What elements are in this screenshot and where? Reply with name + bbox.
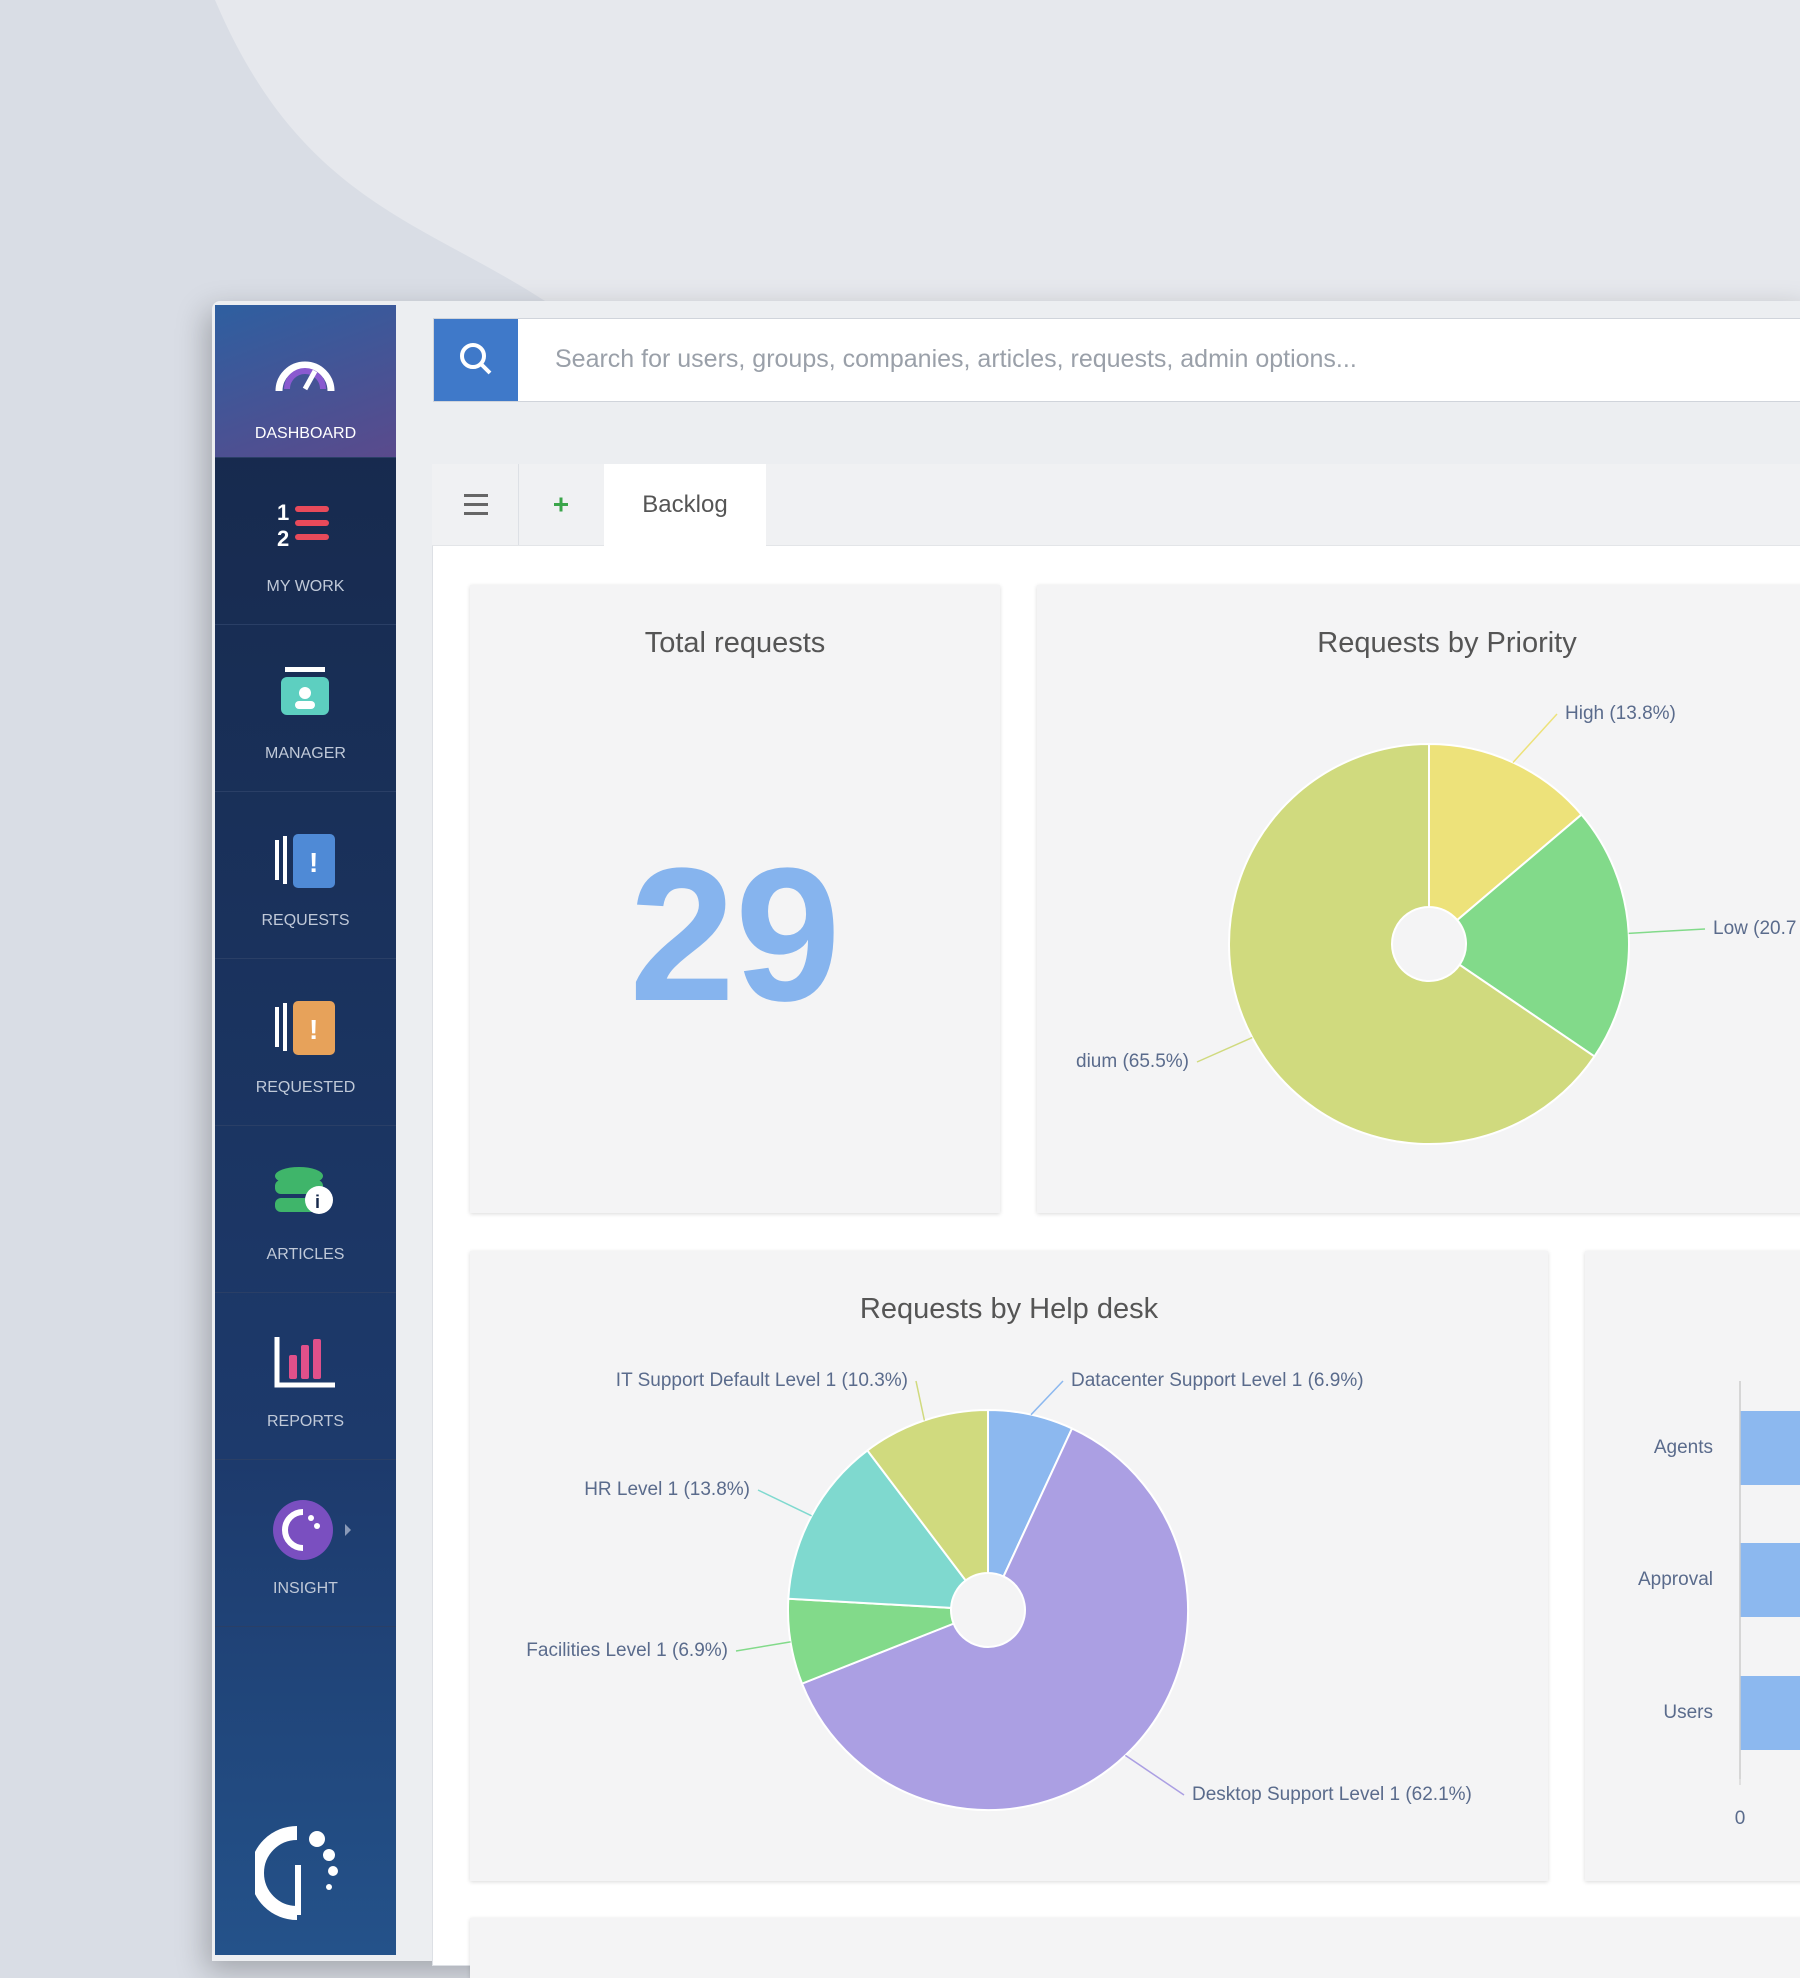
nav-reports[interactable]: REPORTS [215,1293,396,1460]
nav-requests[interactable]: ! REQUESTS [215,792,396,959]
svg-text:!: ! [309,1014,318,1045]
search-bar[interactable]: Search for users, groups, companies, art… [433,318,1800,402]
leader-line [757,1489,812,1517]
nav-manager[interactable]: MANAGER [215,625,396,792]
x-tick-label: 0 [1735,1808,1746,1829]
background-curve [215,0,1800,301]
search-placeholder: Search for users, groups, companies, art… [555,345,1357,373]
slice-label: Facilities Level 1 (6.9%) [526,1640,728,1661]
nav-dashboard[interactable]: DASHBOARD [215,305,396,458]
nav-requested[interactable]: ! REQUESTED [215,959,396,1126]
bar [1740,1411,1800,1485]
svg-text:1: 1 [277,500,289,525]
bar [1740,1676,1800,1750]
pie-slice [800,1427,1189,1811]
svg-text:i: i [315,1192,320,1212]
nav-label: DASHBOARD [254,425,357,442]
pie-slice [1428,742,1583,922]
leader-line [1124,1754,1185,1796]
y-tick-label: Approval [1638,1569,1713,1590]
leader-line [1196,1036,1253,1063]
menu-tab[interactable] [432,464,519,545]
slice-label: Desktop Support Level 1 (62.1%) [1192,1784,1472,1805]
pie-slice [787,1449,968,1609]
leader-line [1512,713,1558,764]
leader-line [1628,928,1706,935]
nav-label: MANAGER [265,745,346,762]
card-title: Requests by Help desk [859,1293,1159,1325]
nav-label: REQUESTED [255,1079,356,1096]
nav-insight[interactable]: INSIGHT [215,1460,396,1627]
slice-label: HR Level 1 (13.8%) [584,1479,750,1500]
y-tick-label: Agents [1654,1437,1713,1458]
card-title: Total requests [644,627,826,659]
total-value: 29 [629,829,841,1041]
slice-label: IT Support Default Level 1 (10.3%) [616,1370,908,1391]
slice-label: Datacenter Support Level 1 (6.9%) [1071,1370,1364,1391]
nav-my-work[interactable]: 1 2 MY WORK [215,458,396,625]
nav-label: REQUESTS [261,912,350,929]
nav-label: ARTICLES [266,1246,345,1263]
logo [255,1826,338,1920]
nav-label: INSIGHT [273,1580,338,1597]
leader-line [915,1380,926,1421]
search-button[interactable] [434,319,518,401]
bar [1740,1543,1800,1617]
svg-text:2: 2 [277,526,289,548]
slice-label: Low (20.7 [1713,918,1796,939]
slice-label: High (13.8%) [1565,703,1676,724]
tab-bar: Backlog [432,464,1800,546]
slice-label: dium (65.5%) [1076,1051,1189,1072]
total-card: Total requests 29 [470,585,1000,1213]
card-title: Requests by Priority [1317,627,1577,659]
y-tick-label: Users [1663,1702,1713,1723]
leader-line [1030,1380,1064,1416]
nav-articles[interactable]: i ARTICLES [215,1126,396,1293]
add-tab[interactable] [518,464,604,545]
sidebar: DASHBOARD 1 2 MY WORK MANAGER ! REQUESTS ! R… [215,305,396,1955]
svg-text:!: ! [309,847,318,878]
pie-slice [866,1408,989,1582]
leader-line [735,1641,791,1652]
nav-label: REPORTS [266,1413,345,1430]
pie-slice [1455,813,1630,1058]
nav-label: MY WORK [266,578,345,595]
pie-slice [1228,742,1596,1145]
tab-backlog[interactable]: Backlog [604,464,766,546]
